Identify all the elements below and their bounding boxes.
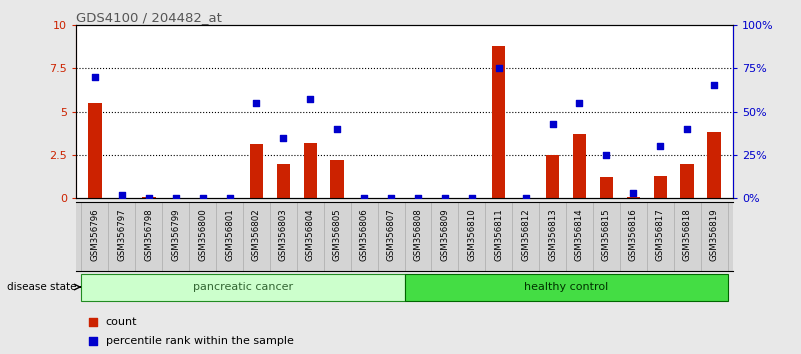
Point bbox=[600, 152, 613, 158]
Bar bbox=[304, 143, 317, 198]
Point bbox=[196, 195, 209, 201]
Text: GSM356818: GSM356818 bbox=[682, 209, 691, 262]
Point bbox=[277, 135, 290, 140]
Text: GSM356805: GSM356805 bbox=[332, 209, 342, 262]
Point bbox=[438, 195, 451, 201]
Text: GSM356816: GSM356816 bbox=[629, 209, 638, 262]
Text: GSM356817: GSM356817 bbox=[656, 209, 665, 262]
Text: GSM356797: GSM356797 bbox=[118, 209, 127, 261]
Text: pancreatic cancer: pancreatic cancer bbox=[193, 282, 293, 292]
Text: GSM356809: GSM356809 bbox=[441, 209, 449, 261]
Bar bbox=[573, 134, 586, 198]
Point bbox=[547, 240, 560, 245]
Bar bbox=[492, 46, 505, 198]
Point bbox=[143, 195, 155, 201]
Text: GSM356801: GSM356801 bbox=[225, 209, 234, 262]
Text: GSM356807: GSM356807 bbox=[387, 209, 396, 262]
Bar bbox=[405, 274, 727, 301]
Text: GSM356811: GSM356811 bbox=[494, 209, 503, 262]
Point bbox=[89, 74, 102, 80]
Bar bbox=[88, 103, 102, 198]
Bar bbox=[250, 144, 264, 198]
Text: healthy control: healthy control bbox=[524, 282, 608, 292]
Bar bbox=[600, 177, 613, 198]
Text: GSM356798: GSM356798 bbox=[144, 209, 153, 261]
Point bbox=[519, 195, 532, 201]
Text: GSM356800: GSM356800 bbox=[198, 209, 207, 262]
Point bbox=[358, 195, 371, 201]
Point bbox=[546, 121, 559, 126]
Text: GSM356815: GSM356815 bbox=[602, 209, 611, 262]
Point bbox=[115, 192, 128, 198]
Bar bbox=[276, 164, 290, 198]
Bar bbox=[654, 176, 667, 198]
Bar bbox=[331, 160, 344, 198]
Text: GSM356799: GSM356799 bbox=[171, 209, 180, 261]
Text: disease state: disease state bbox=[7, 282, 77, 292]
Bar bbox=[680, 164, 694, 198]
Point bbox=[331, 126, 344, 132]
Point bbox=[493, 65, 505, 71]
Point bbox=[681, 126, 694, 132]
Point bbox=[304, 97, 316, 102]
Point bbox=[627, 190, 640, 196]
Text: GSM356806: GSM356806 bbox=[360, 209, 368, 262]
Text: GSM356804: GSM356804 bbox=[306, 209, 315, 262]
Text: GSM356802: GSM356802 bbox=[252, 209, 261, 262]
Bar bbox=[707, 132, 721, 198]
Point bbox=[547, 73, 560, 79]
Point bbox=[573, 100, 586, 106]
Point bbox=[412, 195, 425, 201]
Bar bbox=[545, 155, 559, 198]
Bar bbox=[82, 274, 405, 301]
Text: GDS4100 / 204482_at: GDS4100 / 204482_at bbox=[76, 11, 222, 24]
Point bbox=[707, 82, 720, 88]
Text: percentile rank within the sample: percentile rank within the sample bbox=[106, 336, 293, 346]
Text: GSM356803: GSM356803 bbox=[279, 209, 288, 262]
Text: GSM356796: GSM356796 bbox=[91, 209, 99, 261]
Point bbox=[223, 195, 236, 201]
Point bbox=[250, 100, 263, 106]
Text: GSM356808: GSM356808 bbox=[413, 209, 422, 262]
Point bbox=[169, 195, 182, 201]
Text: GSM356810: GSM356810 bbox=[467, 209, 477, 262]
Text: count: count bbox=[106, 318, 137, 327]
Point bbox=[654, 143, 666, 149]
Text: GSM356813: GSM356813 bbox=[548, 209, 557, 262]
Bar bbox=[142, 196, 155, 198]
Text: GSM356812: GSM356812 bbox=[521, 209, 530, 262]
Point bbox=[465, 195, 478, 201]
Text: GSM356814: GSM356814 bbox=[575, 209, 584, 262]
Point bbox=[384, 195, 397, 201]
Text: GSM356819: GSM356819 bbox=[710, 209, 718, 261]
